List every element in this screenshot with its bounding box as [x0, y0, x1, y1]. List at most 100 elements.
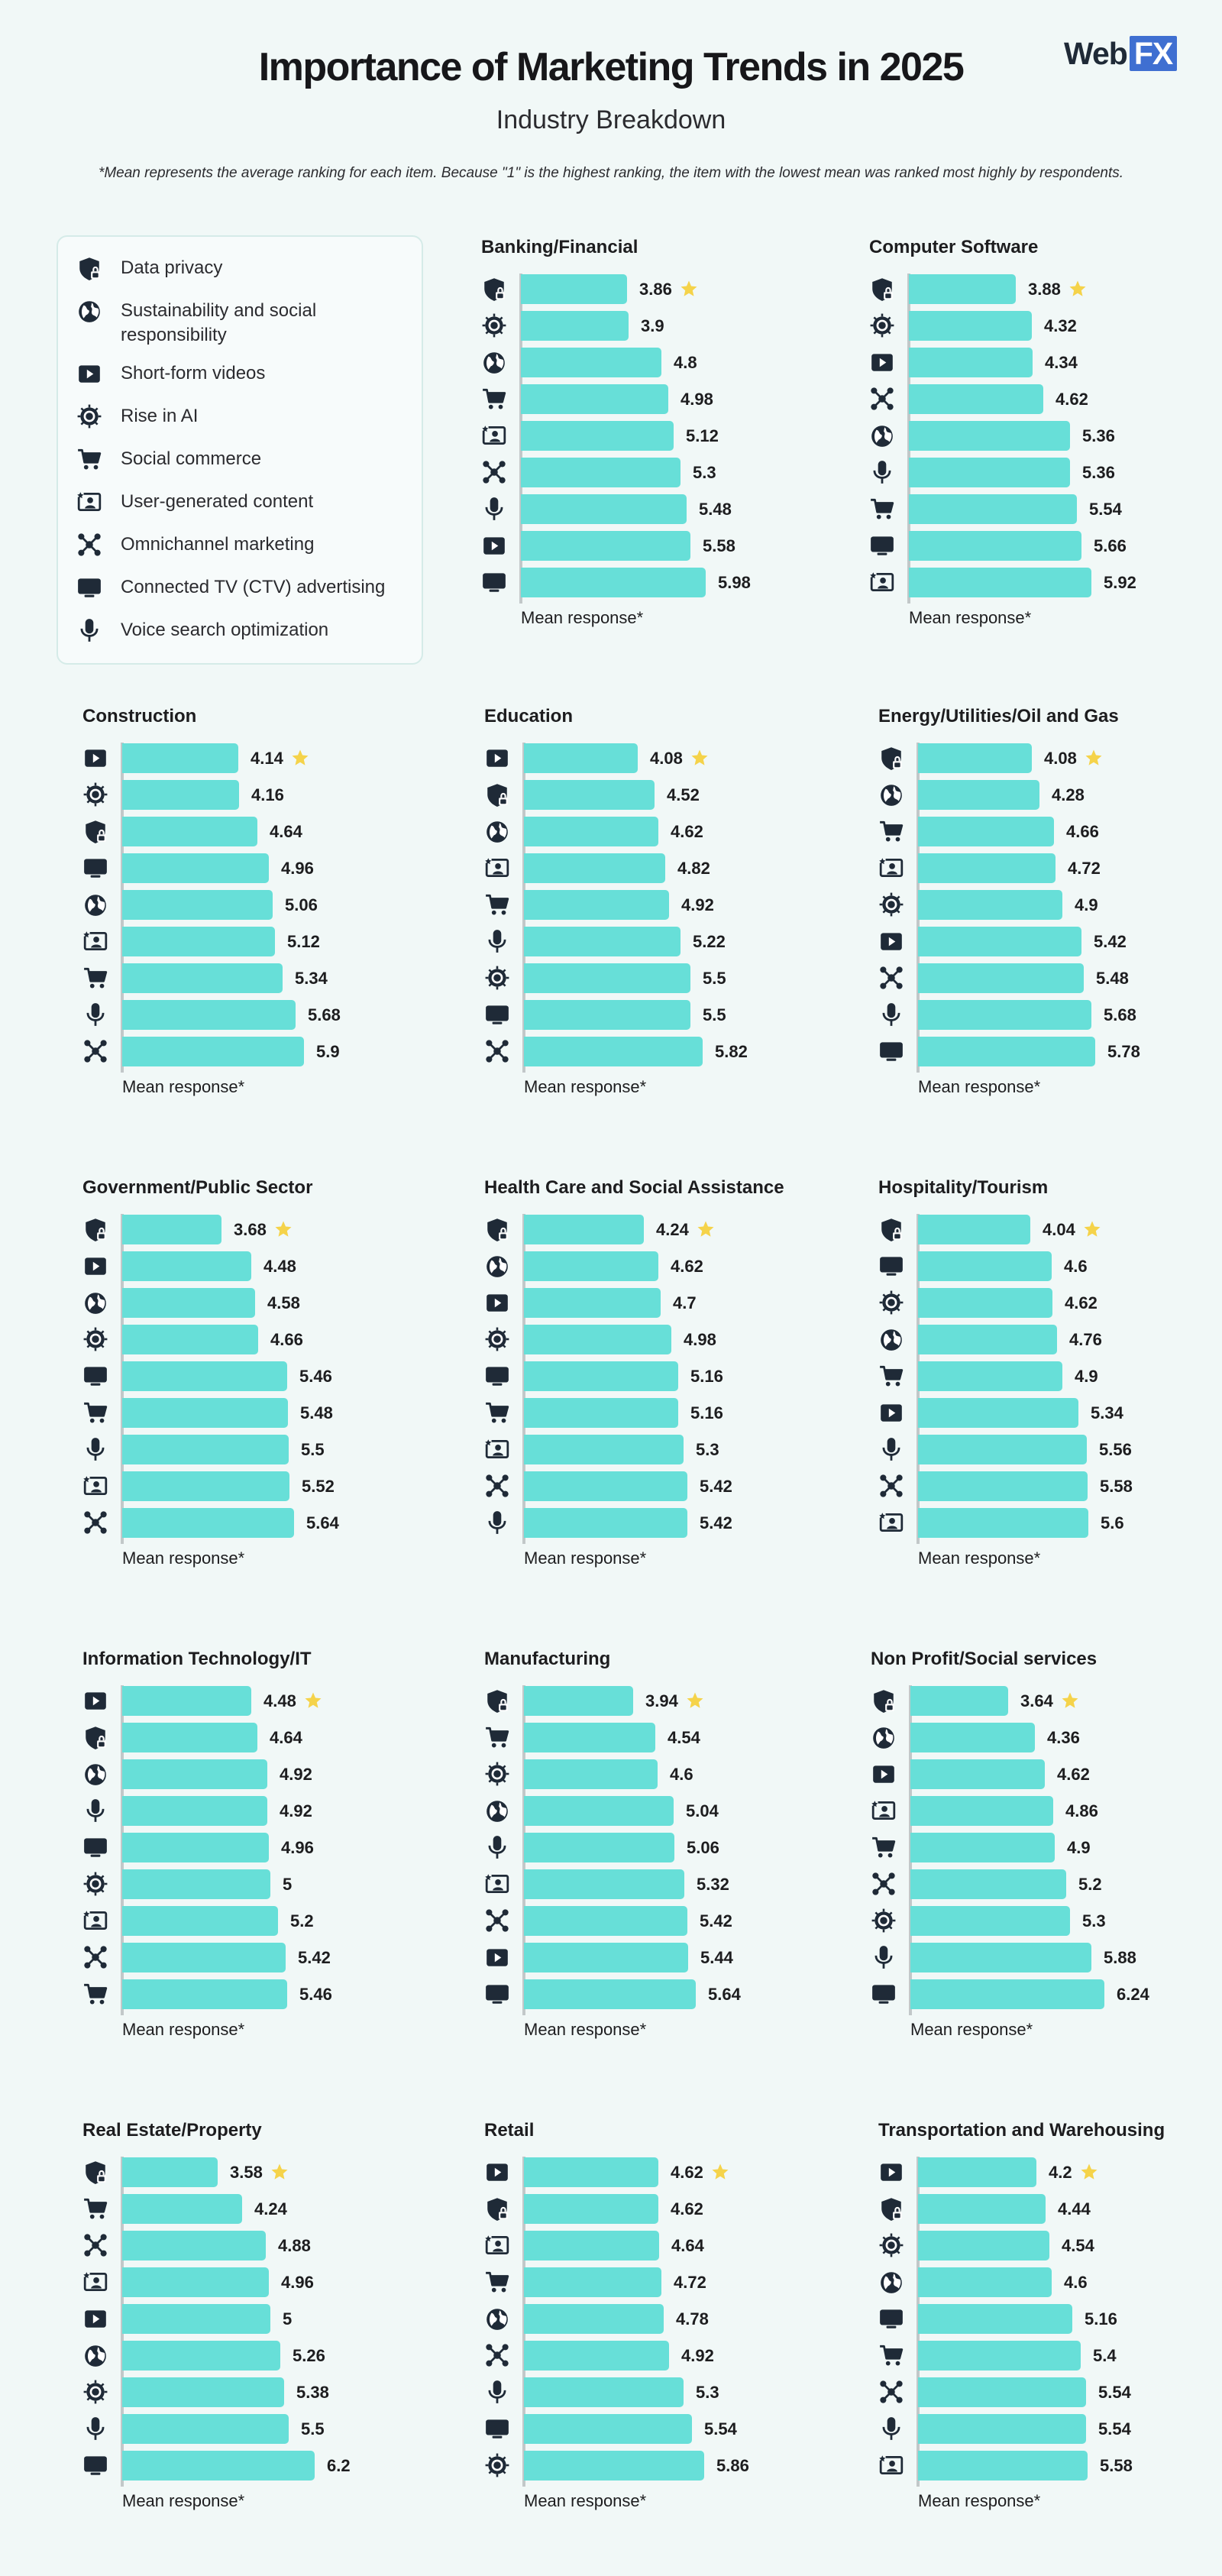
bar [524, 1833, 674, 1862]
bar-value-label: 5.16 [690, 1403, 723, 1422]
shield-lock-icon [79, 257, 100, 280]
globe-leaf-icon [873, 1727, 894, 1749]
bar-row-video: 4.34 [869, 347, 1222, 377]
user-content-icon [77, 491, 102, 512]
bar-row-cart: 4.66 [878, 816, 1222, 846]
bar-value-label: 5.68 [1104, 1005, 1136, 1024]
x-axis-label: Mean response* [524, 1077, 647, 1096]
play-button-icon [487, 749, 508, 767]
bar-value-label: 5.78 [1107, 1042, 1140, 1061]
microphone-icon [86, 1799, 105, 1822]
bar [122, 1833, 269, 1862]
bar-row-video: 4.48 [82, 1251, 441, 1281]
bar-value-label: 5.82 [715, 1042, 748, 1061]
microphone-icon [873, 461, 891, 484]
globe-leaf-icon [487, 1256, 508, 1277]
bar-row-video: 5.58 [481, 530, 840, 561]
bar [524, 817, 658, 846]
microphone-icon [882, 1438, 900, 1461]
network-icon [880, 2380, 903, 2403]
panel-title: Real Estate/Property [82, 2120, 262, 2141]
tv-icon [78, 578, 101, 597]
bar [122, 1251, 251, 1281]
x-axis-label: Mean response* [524, 2491, 647, 2510]
bar-value-label: 5.48 [300, 1403, 333, 1422]
bar-value-label: 4.44 [1058, 2199, 1091, 2218]
bar-value-label: 5.36 [1082, 463, 1115, 482]
bar [122, 1325, 258, 1354]
x-axis-label: Mean response* [918, 1077, 1041, 1096]
bar [910, 1979, 1104, 2009]
bar-value-label: 5.16 [690, 1367, 723, 1386]
bar-value-label: 5 [283, 1875, 293, 1894]
network-icon [871, 387, 894, 410]
legend-label: Social commerce [121, 448, 262, 469]
bar-value-label: 5.54 [1098, 2419, 1131, 2438]
chart-panel: Education 4.08 4.52 4.62 4.82 4.92 5.22 [484, 706, 843, 1134]
globe-leaf-icon [85, 2345, 106, 2367]
bar-row-privacy: 4.04 [878, 1214, 1222, 1244]
bar-value-label: 5.42 [700, 1513, 732, 1532]
bar-value-label: 4.08 [650, 749, 683, 768]
bar-value-label: 3.94 [645, 1691, 678, 1710]
bar-value-label: 4.9 [1075, 895, 1098, 914]
bar [122, 2231, 266, 2260]
bar-row-omni: 5.3 [481, 457, 840, 487]
x-axis-label: Mean response* [918, 2491, 1041, 2510]
x-axis-label: Mean response* [521, 608, 644, 627]
panel-title: Manufacturing [484, 1649, 611, 1669]
bar [524, 2231, 659, 2260]
bar-row-ctv: 5.64 [484, 1979, 843, 2009]
bar [524, 1251, 658, 1281]
bar-row-ctv: 4.96 [82, 1832, 441, 1862]
chip-icon [485, 2453, 509, 2477]
bar [524, 2341, 669, 2371]
globe-leaf-icon [487, 2309, 508, 2330]
bar-value-label: 4.2 [1049, 2163, 1072, 2182]
bar [524, 927, 681, 956]
shopping-cart-icon [84, 967, 108, 989]
bar-value-label: 4.62 [671, 2199, 703, 2218]
bar-row-cart: 4.72 [484, 2267, 843, 2297]
bar-row-video: 4.08 [484, 743, 843, 773]
bar-row-ctv: 5.66 [869, 530, 1222, 561]
bar-row-voice: 5.06 [484, 1832, 843, 1862]
bar-value-label: 5.5 [703, 1005, 726, 1024]
play-button-icon [871, 354, 893, 371]
bar-row-ugc: 4.64 [484, 2230, 843, 2260]
chip-icon [83, 2380, 108, 2404]
bar [521, 348, 661, 377]
user-content-icon [83, 930, 108, 951]
bar [909, 311, 1032, 341]
tv-icon [486, 1985, 509, 2004]
tv-icon [483, 573, 506, 592]
bar [918, 2451, 1088, 2481]
bar [524, 1943, 688, 1972]
panel-title: Retail [484, 2120, 535, 2141]
bar [909, 348, 1033, 377]
bar [122, 1471, 289, 1501]
bar [122, 853, 269, 883]
network-icon [486, 1040, 509, 1063]
brand-logo[interactable]: Web FX [1064, 35, 1178, 72]
legend-label: Connected TV (CTV) advertising [121, 577, 386, 597]
bar-value-label: 5.42 [1094, 932, 1127, 951]
shopping-cart-icon [84, 1402, 108, 1423]
chip-icon [77, 404, 102, 429]
chart-panel: Hospitality/Tourism 4.04 4.6 4.62 4.76 [878, 1177, 1222, 1605]
star-icon [1062, 1692, 1078, 1708]
bar-row-sustain: 5.36 [869, 420, 1222, 451]
bar-row-ugc: 5.12 [82, 926, 441, 956]
bar-value-label: 5.3 [1082, 1911, 1106, 1930]
shopping-cart-icon [78, 448, 102, 470]
tv-icon [880, 2309, 903, 2328]
globe-leaf-icon [79, 301, 100, 322]
bar [910, 1723, 1035, 1752]
bar [122, 2377, 284, 2407]
bar-value-label: 4.64 [270, 822, 302, 841]
bar-row-voice: 5.54 [878, 2413, 1222, 2444]
bar-row-cart: 4.9 [878, 1361, 1222, 1391]
user-content-icon [83, 2271, 108, 2292]
panel-title: Information Technology/IT [82, 1649, 312, 1669]
network-icon [486, 2344, 509, 2367]
